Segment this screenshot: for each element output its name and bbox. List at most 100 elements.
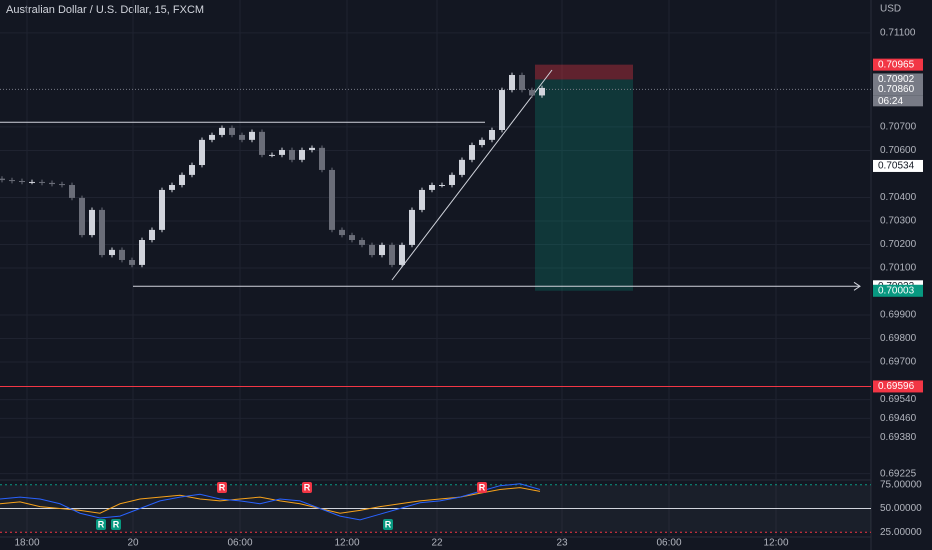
target-zone [535,79,633,291]
candle-body [269,154,275,156]
candle-body [0,178,5,181]
candle-body [499,90,505,130]
candle-body [259,131,265,155]
candle-body [239,134,245,140]
signal-badge [477,482,487,493]
y-tick-label: 0.70600 [880,145,917,156]
candle-body [109,249,115,256]
price-tag-label: 0.70003 [878,285,915,296]
candle-body [169,184,175,190]
price-tag [873,73,923,86]
candle-body [219,127,225,135]
signal-badge [383,519,393,530]
y-tick-label: 0.69800 [880,333,917,344]
price-tag-label: 0.70860 [878,84,915,95]
price-tag-label: 0.70534 [878,161,915,172]
signal-badge [217,482,227,493]
time-label: 23 [556,538,568,549]
candle-body [179,174,185,185]
candle-body [29,181,35,183]
candle-body [299,149,305,160]
currency: USD [880,4,901,15]
time-label: 20 [127,538,139,549]
signal-label: R [113,519,120,529]
candle-body [119,249,125,260]
y-tick-label: 0.69225 [880,468,917,479]
candle-body [429,184,435,190]
time-label: 12:00 [763,538,788,549]
candle-body [439,184,445,186]
y-tick-label: 0.69900 [880,310,917,321]
candle-body [279,149,285,155]
price-tag [873,380,923,393]
signal-label: R [219,482,226,492]
y-tick-label: 0.71100 [880,28,916,39]
candle-body [539,87,545,96]
candle-body [99,209,105,256]
y-tick-label: 0.69460 [880,413,917,424]
time-label: 12:00 [334,538,359,549]
price-tag-label: 0.70902 [878,74,915,85]
candle-body [419,189,425,210]
y-tick-label: 0.70400 [880,192,917,203]
indicator-tick-label: 25.00000 [880,527,922,538]
candle-body [519,74,525,91]
price-tag [873,83,923,96]
candle-body [359,240,365,245]
signal-badge [302,482,312,493]
candle-body [369,244,375,256]
y-tick-label: 0.69700 [880,357,917,368]
candle-body [459,159,465,175]
candle-body [149,229,155,240]
y-tick-label: 0.69380 [880,432,917,443]
candle-body [509,74,515,91]
candle-body [529,90,535,96]
candle-body [89,209,95,236]
stop-zone [535,64,633,80]
indicator-line [0,483,541,521]
y-tick-label: 0.70200 [880,239,917,250]
candle-body [249,131,255,140]
candle-body [19,180,25,182]
candle-body [9,180,15,182]
y-tick-label: 0.70700 [880,122,917,133]
indicator-tick-label: 75.00000 [880,479,922,490]
candle-body [79,197,85,236]
candle-body [59,184,65,186]
price-tag [873,284,923,297]
candle-body [129,259,135,265]
price-tag [873,58,923,71]
price-tag-label: 0.69596 [878,381,915,392]
signal-label: R [385,519,392,529]
candle-body [379,244,385,256]
countdown-bg [873,95,923,107]
candle-body [389,244,395,265]
candle-body [469,145,475,160]
time-label: 18:00 [14,538,39,549]
y-tick-label: 0.70100 [880,263,917,274]
signal-badge [96,519,106,530]
countdown: 06:24 [878,96,903,107]
price-tag [873,159,923,172]
y-tick-label: 0.69540 [880,394,917,405]
candle-body [449,174,455,185]
arrow-head [853,281,861,291]
candle-body [349,235,355,240]
indicator-line [0,487,541,514]
indicator-tick-label: 50.00000 [880,503,922,514]
candle-body [39,181,45,183]
candle-body [159,189,165,230]
candle-body [399,244,405,265]
signal-label: R [479,482,486,492]
candle-body [199,139,205,166]
price-tag-label: 0.70965 [878,59,915,70]
trend-line [391,69,553,281]
candle-body [319,147,325,170]
y-tick-label: 0.70300 [880,216,917,227]
candle-body [229,127,235,135]
candle-body [339,229,345,236]
signal-label: R [304,482,311,492]
candle-body [69,184,75,198]
